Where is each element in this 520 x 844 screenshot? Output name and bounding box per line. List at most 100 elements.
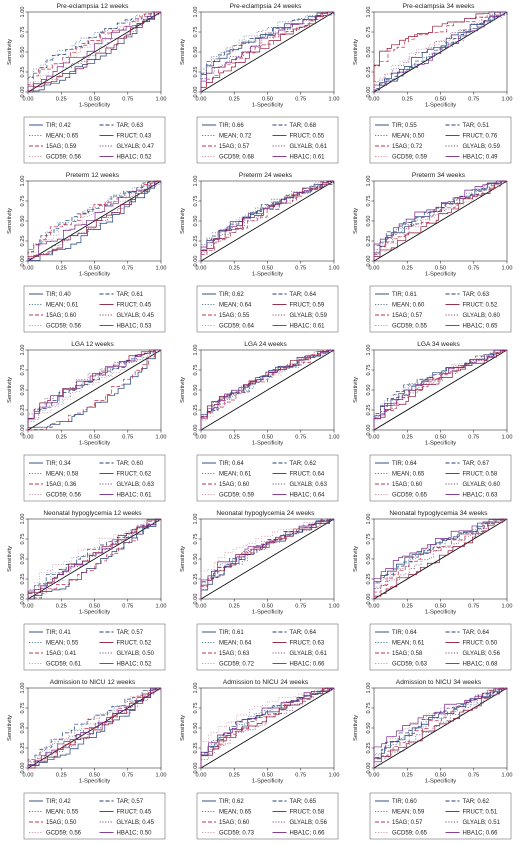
legend-box — [196, 454, 339, 502]
x-tick-label: 0.75 — [468, 435, 479, 441]
x-tick-label: 1.00 — [156, 97, 167, 103]
roc-curve-hba1c — [27, 180, 161, 261]
x-axis-label: 1-Specificity — [252, 272, 283, 278]
y-tick-label: 1.00 — [366, 514, 372, 525]
y-tick-label: 0.25 — [193, 405, 199, 416]
roc-curve-tir — [28, 11, 161, 93]
roc-curve-hba1c — [373, 180, 507, 261]
reference-line — [373, 349, 508, 431]
legend-entry: HBA1C; 0.49 — [463, 155, 499, 161]
legend-entry: TIR; 0.41 — [46, 630, 71, 636]
x-axis-label: 1-Specificity — [252, 610, 283, 616]
legend-entry: HBA1C; 0.61 — [117, 493, 153, 499]
reference-line — [27, 180, 162, 262]
x-tick-label: 0.75 — [122, 604, 133, 610]
y-tick-label: 0.50 — [193, 723, 199, 734]
roc-curve-15ag — [200, 180, 334, 261]
y-tick-label: 0.00 — [193, 594, 199, 605]
roc-curve-hba1c — [27, 11, 161, 92]
roc-curve-gcd59 — [200, 518, 335, 599]
roc-curve-glyalb — [373, 349, 507, 430]
y-tick-label: 0.75 — [193, 534, 199, 545]
x-tick-label: 0.50 — [435, 97, 446, 103]
x-tick-label: 0.25 — [229, 97, 240, 103]
roc-curve-hba1c — [27, 349, 161, 430]
legend-entry: GLYALB; 0.59 — [463, 144, 501, 150]
x-tick-label: 0.00 — [23, 97, 34, 103]
x-tick-label: 0.75 — [295, 604, 306, 610]
legend-entry: TIR; 0.42 — [46, 799, 71, 805]
legend-entry: MEAN; 0.61 — [392, 641, 425, 647]
x-tick-label: 0.00 — [23, 435, 34, 441]
legend-entry: MEAN; 0.61 — [46, 303, 79, 309]
x-tick-label: 0.00 — [369, 97, 380, 103]
x-tick-label: 0.00 — [196, 773, 207, 779]
y-tick-label: 0.75 — [20, 534, 26, 545]
y-tick-label: 1.00 — [20, 7, 26, 18]
roc-curve-gcd59 — [373, 12, 508, 92]
y-tick-label: 0.50 — [193, 47, 199, 58]
y-tick-label: 0.00 — [20, 763, 26, 774]
legend-entry: GLYALB; 0.63 — [290, 482, 328, 488]
y-axis-label: Sensitivity — [353, 715, 359, 741]
legend-entry: HBA1C; 0.66 — [290, 831, 326, 837]
x-tick-label: 0.75 — [468, 266, 479, 272]
x-tick-label: 0.75 — [295, 773, 306, 779]
y-tick-label: 0.00 — [193, 425, 199, 436]
roc-curve-15ag — [27, 518, 161, 599]
legend-entry: HBA1C; 0.50 — [117, 831, 153, 837]
y-tick-label: 0.00 — [20, 256, 26, 267]
y-tick-label: 0.25 — [20, 743, 26, 754]
legend-entry: GLYALB; 0.45 — [117, 820, 155, 826]
y-tick-label: 0.50 — [366, 385, 372, 396]
y-tick-label: 0.50 — [193, 554, 199, 565]
roc-panel: Pre-eclampsia 34 weeks 0.000.00 0.25 0.25 0.… — [353, 3, 512, 164]
legend-entry: HBA1C; 0.66 — [463, 831, 499, 837]
x-tick-label: 1.00 — [329, 266, 340, 272]
x-axis-label: 1-Specificity — [79, 441, 110, 447]
roc-curve-fruct — [200, 688, 335, 768]
roc-curve-fruct — [373, 11, 507, 92]
x-tick-label: 0.25 — [56, 435, 67, 441]
y-tick-label: 0.00 — [366, 256, 372, 267]
roc-curve-mean — [27, 180, 161, 261]
x-tick-label: 0.25 — [229, 266, 240, 272]
roc-curve-glyalb — [200, 12, 335, 92]
legend-entry: MEAN; 0.72 — [219, 134, 252, 140]
legend-entry: MEAN; 0.65 — [219, 810, 252, 816]
legend-entry: TAR; 0.63 — [463, 292, 490, 298]
roc-curve-glyalb — [200, 349, 334, 430]
legend-box — [23, 285, 166, 333]
y-tick-label: 0.25 — [20, 405, 26, 416]
legend-entry: GCD59; 0.56 — [46, 324, 82, 330]
roc-panel: LGA 24 weeks 0.000.00 0.25 0.25 0.50 0.50 0.75… — [180, 341, 339, 502]
legend-entry: TAR; 0.62 — [290, 461, 317, 467]
y-tick-label: 1.00 — [193, 176, 199, 187]
roc-panel: Preterm 34 weeks 0.000.00 0.25 0.25 0.50 0.50… — [353, 172, 512, 333]
legend-entry: GLYALB; 0.60 — [463, 482, 501, 488]
y-tick-label: 0.25 — [20, 67, 26, 78]
x-tick-label: 0.75 — [122, 97, 133, 103]
roc-curve-hba1c — [373, 11, 507, 92]
roc-curve-hba1c — [200, 688, 335, 768]
legend-entry: TAR; 0.57 — [117, 799, 144, 805]
legend-box — [196, 116, 339, 164]
x-tick-label: 0.50 — [262, 97, 273, 103]
reference-line — [27, 349, 162, 431]
roc-curve-gcd59 — [200, 11, 334, 92]
legend-entry: GLYALB; 0.63 — [117, 482, 155, 488]
legend-entry: HBA1C; 0.65 — [463, 324, 499, 330]
x-axis-label: 1-Specificity — [252, 779, 283, 785]
legend-entry: HBA1C; 0.53 — [117, 324, 153, 330]
chart-title: Admission to NICU 34 weeks — [396, 679, 482, 686]
x-tick-label: 0.25 — [229, 604, 240, 610]
y-tick-label: 0.00 — [366, 594, 372, 605]
x-tick-label: 1.00 — [156, 266, 167, 272]
legend-entry: FRUCT; 0.64 — [290, 472, 325, 478]
y-tick-label: 0.50 — [20, 723, 26, 734]
reference-line — [200, 349, 335, 431]
legend-entry: 15AG; 0.41 — [46, 651, 77, 657]
legend-entry: 15AG; 0.58 — [392, 651, 423, 657]
roc-curve-hba1c — [200, 11, 334, 92]
x-tick-label: 1.00 — [502, 773, 513, 779]
